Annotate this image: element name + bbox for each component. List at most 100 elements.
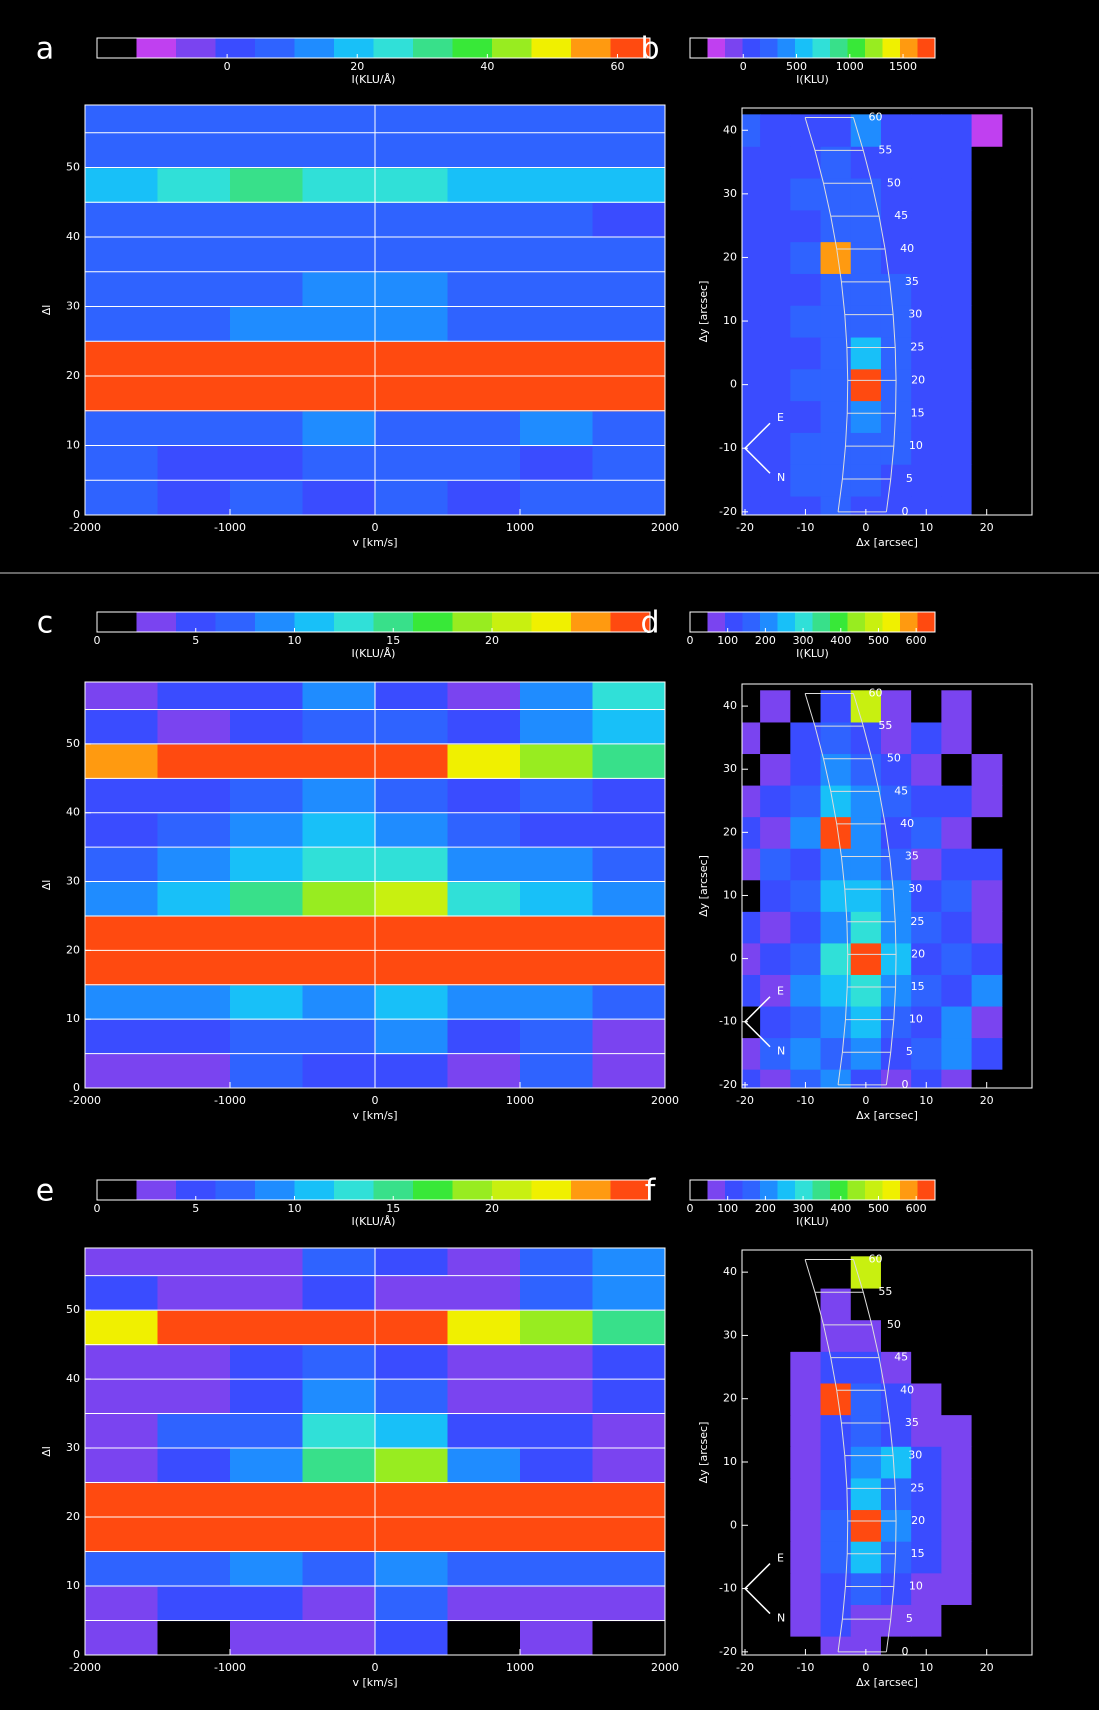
heatmap-cell xyxy=(593,1276,666,1311)
heatmap-cell xyxy=(790,1573,821,1605)
heatmap-cell xyxy=(448,1310,521,1345)
heatmap-cell xyxy=(375,446,448,481)
heatmap-cell xyxy=(821,785,852,817)
heatmap-cell xyxy=(230,411,303,446)
heatmap-cell xyxy=(303,168,376,203)
heatmap-cell xyxy=(303,1552,376,1587)
heatmap-cell xyxy=(760,1006,791,1038)
heatmap-cell xyxy=(790,273,821,305)
heatmap-cell xyxy=(520,985,593,1020)
heatmap-cell xyxy=(85,778,158,813)
heatmap-cell xyxy=(790,817,821,849)
heatmap-cell xyxy=(851,242,882,274)
heatmap-cell xyxy=(790,911,821,943)
strip-label: 55 xyxy=(878,719,892,732)
heatmap-cell xyxy=(158,1586,231,1621)
y-tick-label: 20 xyxy=(723,1392,737,1405)
colorbar-segment xyxy=(532,1180,572,1200)
heatmap-cell xyxy=(972,785,1003,817)
heatmap-cell xyxy=(941,817,972,849)
heatmap-cell xyxy=(158,950,231,985)
x-tick-label: 20 xyxy=(980,1094,994,1107)
heatmap-cell xyxy=(593,847,666,882)
compass-label: E xyxy=(777,411,784,424)
strip-label: 35 xyxy=(905,275,919,288)
heatmap-cell xyxy=(851,974,882,1006)
x-axis-label: v [km/s] xyxy=(352,1676,397,1689)
panel-letter: e xyxy=(36,1174,54,1209)
colorbar-segment xyxy=(865,38,883,58)
colorbar-segment xyxy=(571,1180,611,1200)
colorbar-segment xyxy=(918,1180,936,1200)
heatmap-cell xyxy=(520,202,593,237)
heatmap-cell xyxy=(593,168,666,203)
heatmap-cell xyxy=(85,480,158,515)
heatmap-cell xyxy=(303,847,376,882)
heatmap-cell xyxy=(303,882,376,917)
heatmap-cell xyxy=(375,133,448,168)
y-tick-label: 10 xyxy=(66,1579,80,1592)
heatmap-cell xyxy=(230,1054,303,1089)
heatmap-cell xyxy=(230,1379,303,1414)
heatmap-cell xyxy=(881,1478,912,1510)
y-axis-label: Δl xyxy=(40,1446,53,1457)
heatmap-cell xyxy=(230,882,303,917)
heatmap-cell xyxy=(941,432,972,464)
strip-label: 15 xyxy=(911,1547,925,1560)
heatmap-cell xyxy=(881,1541,912,1573)
heatmap-cell xyxy=(790,943,821,975)
strip-label: 25 xyxy=(910,1481,924,1494)
x-tick-label: 0 xyxy=(862,1094,869,1107)
heatmap-cell xyxy=(941,974,972,1006)
heatmap-cell xyxy=(303,446,376,481)
heatmap-cell xyxy=(520,710,593,745)
heatmap-cell xyxy=(230,237,303,272)
colorbar-tick-label: 300 xyxy=(793,634,814,647)
heatmap-cell xyxy=(85,307,158,342)
heatmap-cell xyxy=(85,446,158,481)
heatmap-cell xyxy=(230,985,303,1020)
colorbar-segment xyxy=(492,38,532,58)
figure: a0204060I(KLU/Å)-2000-100001000200001020… xyxy=(0,0,1099,1710)
colorbar-segment xyxy=(453,1180,493,1200)
colorbar-tick-label: 100 xyxy=(717,1202,738,1215)
colorbar-tick-label: 15 xyxy=(386,634,400,647)
y-tick-label: 40 xyxy=(723,1265,737,1278)
colorbar-tick-label: 5 xyxy=(192,1202,199,1215)
heatmap-cell xyxy=(593,1448,666,1483)
heatmap-cell xyxy=(593,341,666,376)
heatmap-cell xyxy=(158,1379,231,1414)
heatmap-cell xyxy=(375,744,448,779)
heatmap-cell xyxy=(790,337,821,369)
heatmap-cell xyxy=(85,1345,158,1380)
heatmap-cell xyxy=(158,1310,231,1345)
heatmap-cell xyxy=(520,1345,593,1380)
heatmap-cell xyxy=(158,1054,231,1089)
heatmap-cell xyxy=(448,1276,521,1311)
heatmap-cell xyxy=(375,1019,448,1054)
heatmap-cell xyxy=(375,480,448,515)
colorbar-segment xyxy=(453,612,493,632)
heatmap-cell xyxy=(593,237,666,272)
heatmap-cell xyxy=(520,1276,593,1311)
heatmap-cell xyxy=(520,1448,593,1483)
heatmap-cell xyxy=(941,722,972,754)
heatmap-cell xyxy=(760,146,791,178)
colorbar-segment xyxy=(795,612,813,632)
heatmap-cell xyxy=(158,272,231,307)
heatmap-cell xyxy=(911,753,942,785)
y-tick-label: -10 xyxy=(719,1582,737,1595)
heatmap-cell xyxy=(593,1552,666,1587)
x-tick-label: -20 xyxy=(736,1661,754,1674)
heatmap-cell xyxy=(158,916,231,951)
colorbar-segment xyxy=(374,38,414,58)
heatmap-cell xyxy=(790,1351,821,1383)
compass-label: N xyxy=(777,471,785,484)
heatmap-cell xyxy=(941,1383,972,1415)
heatmap-cell xyxy=(520,1586,593,1621)
heatmap-cell xyxy=(230,202,303,237)
x-tick-label: -2000 xyxy=(69,1094,101,1107)
heatmap-cell xyxy=(972,1038,1003,1070)
heatmap-cell xyxy=(520,744,593,779)
heatmap-cell xyxy=(375,916,448,951)
